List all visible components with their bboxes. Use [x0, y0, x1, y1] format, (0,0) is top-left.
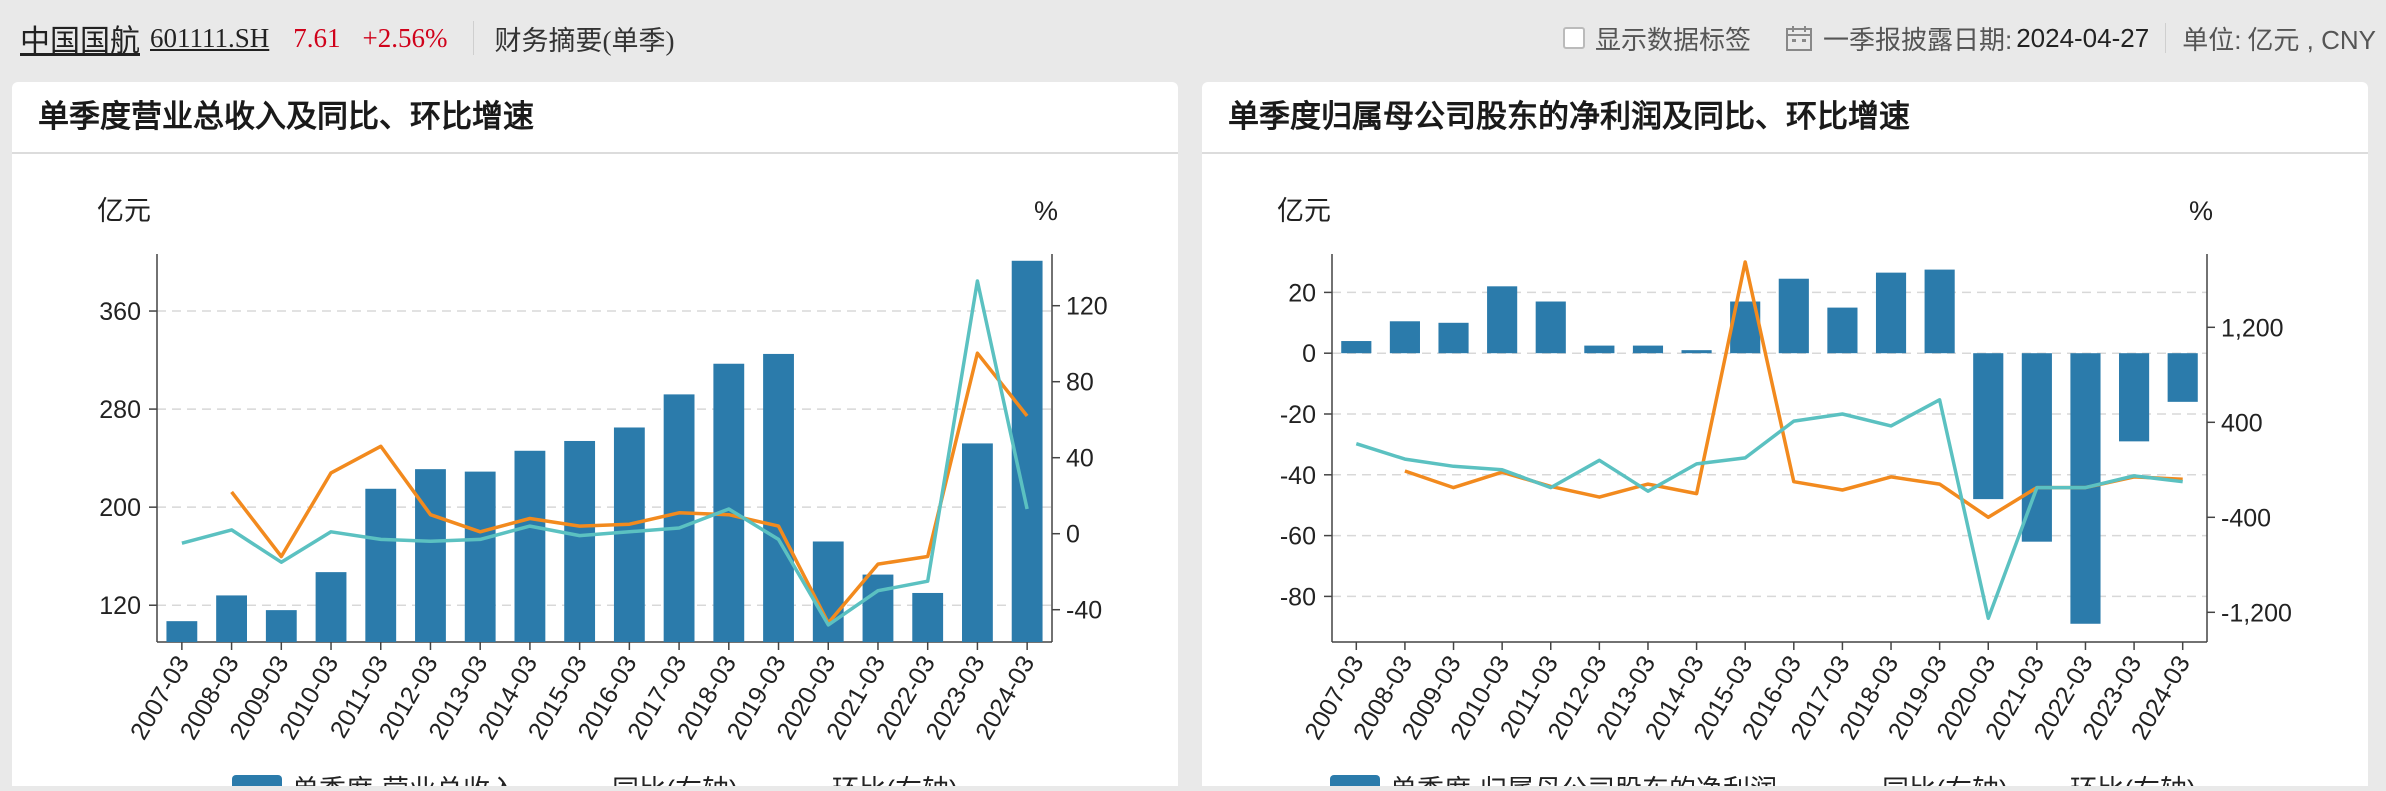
- profit-chart-panel: 单季度归属母公司股东的净利润及同比、环比增速 亿元% -80 -60 -40 -20 0 2…: [1202, 82, 2368, 786]
- revenue-chart-panel: 单季度营业总收入及同比、环比增速 亿元% 120 200 280 360 -40 0 40 80…: [12, 82, 1178, 786]
- bar[interactable]: [1876, 273, 1906, 354]
- top-bar: 中国国航 601111.SH 7.61 +2.56% 财务摘要(单季) 显示数据…: [0, 0, 2386, 76]
- stock-name-link[interactable]: 中国国航: [20, 16, 140, 60]
- bar[interactable]: [763, 354, 794, 642]
- profit-chart: 亿元 %-80-60-40-20020-1,200-4004001,2002007…: [1202, 154, 2368, 786]
- stock-change: +2.56%: [363, 23, 448, 54]
- bar[interactable]: [1341, 341, 1371, 353]
- divider: [2165, 23, 2166, 53]
- right-tick-label: -40: [1066, 597, 1102, 625]
- show-labels-label[interactable]: 显示数据标签: [1595, 20, 1751, 57]
- revenue-chart: 亿元 %120200280360-40040801202007-032008-03…: [12, 154, 1178, 786]
- left-tick-label: -20: [1280, 401, 1316, 429]
- bar[interactable]: [465, 472, 496, 642]
- show-labels-checkbox[interactable]: [1563, 27, 1585, 49]
- legend-swatch: [232, 775, 282, 786]
- bar[interactable]: [614, 427, 645, 642]
- legend-label[interactable]: 同比(右轴): [1882, 775, 2008, 786]
- legend-label[interactable]: 环比(右轴): [832, 775, 958, 786]
- chart-title: 单季度营业总收入及同比、环比增速: [12, 82, 1178, 154]
- bar[interactable]: [266, 610, 297, 642]
- unit-label: 单位:: [2182, 20, 2241, 57]
- disclosure-label: 一季报披露日期:: [1823, 20, 2012, 57]
- bar[interactable]: [664, 394, 695, 642]
- legend-label[interactable]: 同比(右轴): [612, 775, 738, 786]
- bar[interactable]: [365, 489, 396, 642]
- bar[interactable]: [515, 451, 546, 642]
- bar[interactable]: [1973, 353, 2003, 499]
- right-axis-unit: %: [2189, 196, 2213, 226]
- series-line-qoq[interactable]: [182, 281, 1027, 625]
- left-tick-label: 280: [99, 396, 141, 424]
- right-tick-label: 1,200: [2221, 314, 2284, 342]
- bar[interactable]: [415, 469, 446, 642]
- unit-value: 亿元 , CNY: [2247, 20, 2376, 57]
- bar[interactable]: [1633, 346, 1663, 354]
- left-tick-label: 20: [1288, 279, 1316, 307]
- chart-title: 单季度归属母公司股东的净利润及同比、环比增速: [1202, 82, 2368, 154]
- bar[interactable]: [564, 441, 595, 642]
- right-tick-label: 40: [1066, 445, 1094, 473]
- left-tick-label: -60: [1280, 523, 1316, 551]
- left-tick-label: -80: [1280, 583, 1316, 611]
- bar[interactable]: [912, 593, 943, 642]
- bar[interactable]: [1390, 321, 1420, 353]
- left-tick-label: 120: [99, 592, 141, 620]
- series-line-qoq[interactable]: [1356, 400, 2182, 619]
- right-axis-unit: %: [1034, 196, 1058, 226]
- bar[interactable]: [713, 364, 744, 642]
- legend-label[interactable]: 单季度·归属母公司股东的净利润: [1390, 775, 1777, 786]
- right-tick-label: -400: [2221, 504, 2271, 532]
- bar[interactable]: [1438, 323, 1468, 353]
- bar[interactable]: [863, 575, 894, 642]
- left-tick-label: 360: [99, 298, 141, 326]
- bar[interactable]: [1827, 308, 1857, 354]
- bar[interactable]: [316, 572, 347, 642]
- divider: [473, 21, 474, 55]
- bar[interactable]: [166, 621, 197, 642]
- bar[interactable]: [1536, 302, 1566, 354]
- summary-label: 财务摘要(单季): [494, 19, 674, 58]
- bar[interactable]: [1012, 261, 1043, 642]
- right-tick-label: 80: [1066, 369, 1094, 397]
- bar[interactable]: [962, 443, 993, 642]
- calendar-icon: [1785, 24, 1813, 52]
- left-tick-label: -40: [1280, 462, 1316, 490]
- right-tick-label: -1,200: [2221, 599, 2292, 627]
- bar[interactable]: [1584, 346, 1614, 354]
- right-tick-label: 120: [1066, 293, 1108, 321]
- bar[interactable]: [2168, 353, 2198, 402]
- bar[interactable]: [813, 541, 844, 642]
- disclosure-date: 2024-04-27: [2016, 23, 2149, 54]
- stock-code-link[interactable]: 601111.SH: [150, 23, 269, 54]
- right-tick-label: 400: [2221, 409, 2263, 437]
- left-axis-unit: 亿元: [1277, 196, 1331, 226]
- legend-swatch: [1330, 775, 1380, 786]
- left-tick-label: 200: [99, 494, 141, 522]
- legend-label[interactable]: 单季度·营业总收入: [292, 775, 517, 786]
- left-axis-unit: 亿元: [97, 196, 151, 226]
- legend-label[interactable]: 环比(右轴): [2070, 775, 2196, 786]
- bar[interactable]: [1487, 286, 1517, 353]
- bar[interactable]: [1925, 270, 1955, 354]
- bar[interactable]: [2119, 353, 2149, 441]
- left-tick-label: 0: [1302, 340, 1316, 368]
- bar[interactable]: [1682, 350, 1712, 353]
- bar[interactable]: [216, 595, 247, 642]
- bar[interactable]: [1779, 279, 1809, 353]
- right-tick-label: 0: [1066, 521, 1080, 549]
- stock-price: 7.61: [293, 23, 340, 54]
- toolbar: 显示数据标签 一季报披露日期: 2024-04-27 单位: 亿元 , CNY: [1563, 0, 2376, 76]
